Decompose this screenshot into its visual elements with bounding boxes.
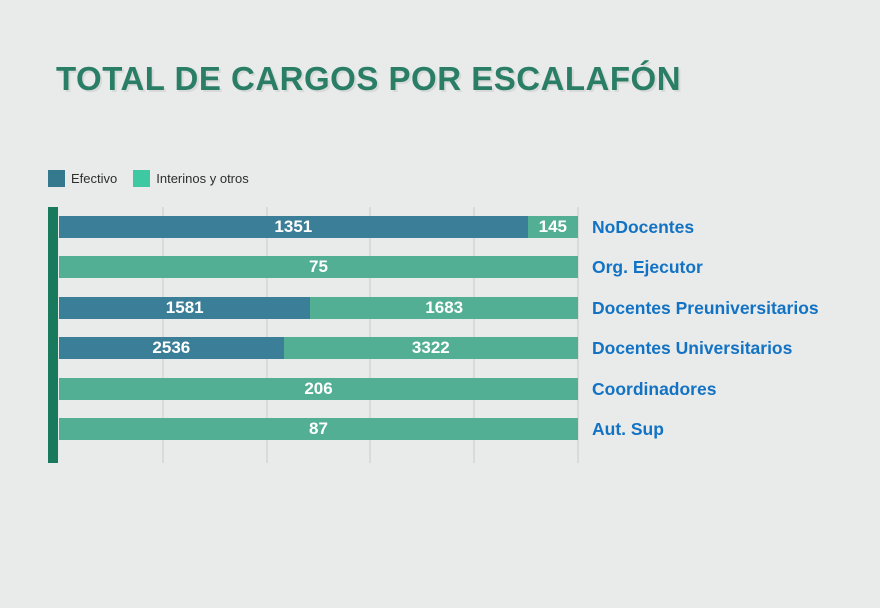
bar-row: 2536 3322 Docentes Universitarios [59,337,792,359]
legend-label-interinos: Interinos y otros [156,171,249,186]
bar-value-label: 206 [304,379,333,398]
bar-row: 87 Aut. Sup [59,418,664,440]
bar-segment-efectivo: 1581 [59,297,311,319]
legend-swatch-interinos-icon [133,170,151,187]
plot-area: 1351 145 NoDocentes 75 Org. Ejecutor 1581 1683… [48,207,819,463]
bar-row: 206 Coordinadores [59,378,716,400]
bar-row: 75 Org. Ejecutor [59,256,703,278]
bar-value-label: 3322 [411,338,450,357]
gridline [161,207,164,463]
bar-segment-efectivo: 2536 [59,337,284,359]
page-title: TOTAL DE CARGOS POR ESCALAFÓN [56,60,682,97]
gridline [265,207,268,463]
bar-segment-interinos-y-otros: 75 [59,256,578,278]
gridline [369,207,372,463]
bar-segment-interinos-y-otros: 87 [59,418,578,440]
category-label: Aut. Sup [592,419,664,439]
legend-item-interinos: Interinos y otros [133,170,249,187]
bar-segment-efectivo: 1351 [59,216,528,238]
bar-row: 1351 145 NoDocentes [59,216,694,238]
bar-segment-interinos-y-otros: 1683 [310,297,578,319]
bar-value-label: 2536 [152,338,191,357]
bar-value-label: 1351 [274,217,313,236]
legend-label-efectivo: Efectivo [71,171,118,186]
bar-segment-interinos-y-otros: 3322 [283,337,578,359]
category-label: Docentes Universitarios [592,338,793,358]
bar-value-label: 75 [309,257,328,276]
category-label: Docentes Preuniversitarios [592,298,819,318]
bar-value-label: 145 [538,217,568,236]
category-label: NoDocentes [592,217,695,237]
chart-legend: Efectivo Interinos y otros [48,170,249,187]
legend-item-efectivo: Efectivo [48,170,117,187]
bar-segment-interinos-y-otros: 206 [59,378,578,400]
bar-value-label: 1581 [165,298,204,317]
bar-segment-interinos-y-otros: 145 [527,216,578,238]
bar-row: 1581 1683 Docentes Preuniversitarios [59,297,819,319]
gridline [473,207,476,463]
category-label: Org. Ejecutor [592,257,703,277]
category-label: Coordinadores [592,379,717,399]
bar-value-label: 87 [309,419,328,438]
y-axis-bar [48,207,58,463]
bar-value-label: 1683 [425,298,464,317]
gridline [577,207,579,463]
legend-swatch-efectivo-icon [48,170,65,187]
